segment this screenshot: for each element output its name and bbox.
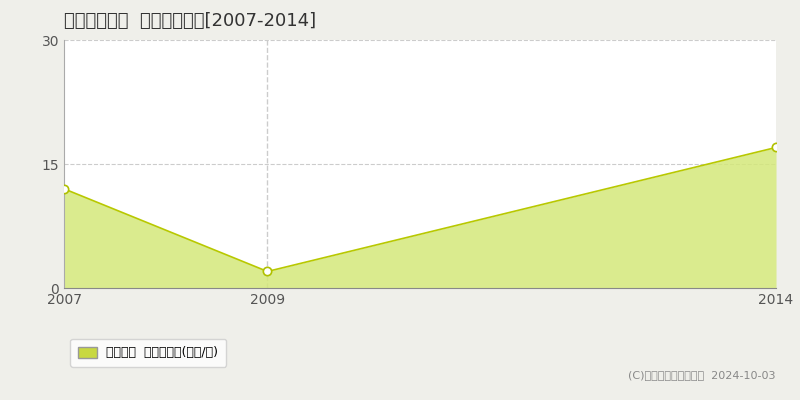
Legend: 住宅価格  平均坪単価(万円/坪): 住宅価格 平均坪単価(万円/坪)	[70, 339, 226, 367]
Text: 東根市島大堀  住宅価格推移[2007-2014]: 東根市島大堀 住宅価格推移[2007-2014]	[64, 12, 316, 30]
Text: (C)土地価格ドットコム  2024-10-03: (C)土地価格ドットコム 2024-10-03	[629, 370, 776, 380]
Point	[58, 186, 70, 192]
Point	[770, 144, 782, 151]
Point	[261, 268, 274, 275]
